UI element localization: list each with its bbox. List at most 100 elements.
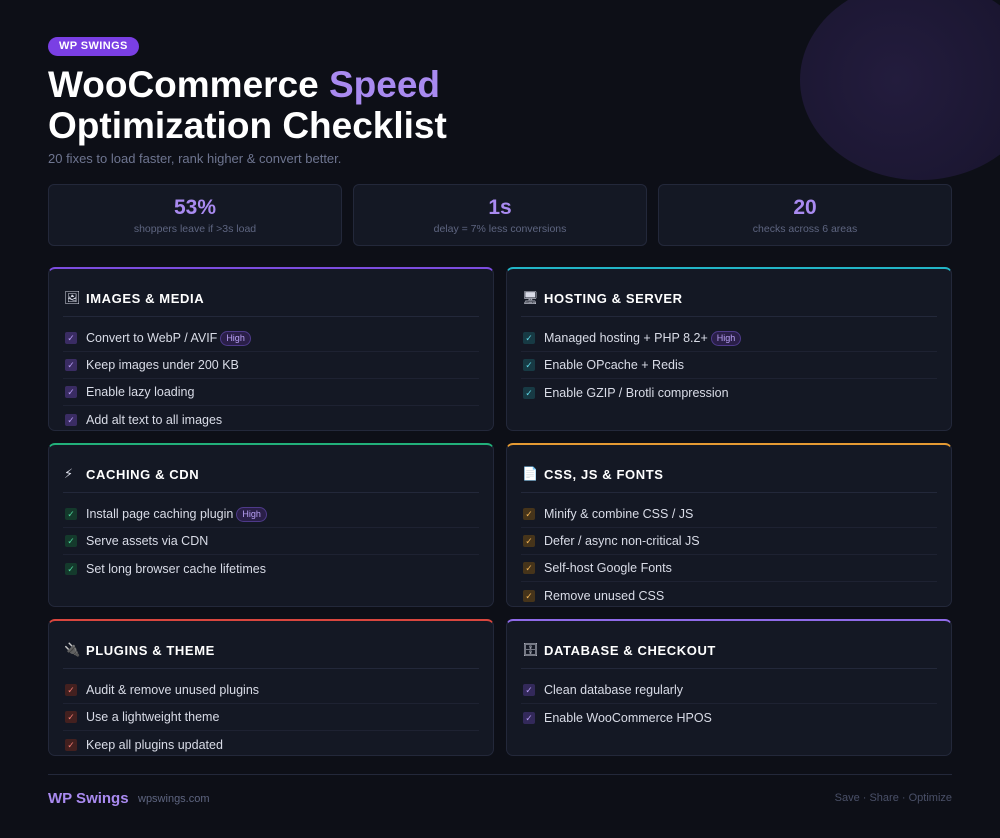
file-icon: 📄: [522, 466, 539, 481]
plug-icon: 🔌: [64, 642, 81, 657]
checklist-item: ✓ Keep all plugins updated: [63, 731, 479, 758]
checklist-item-text: Audit & remove unused plugins: [86, 683, 260, 697]
checklist-item: ✓ Minify & combine CSS / JS: [521, 501, 937, 528]
checkmark-icon: ✓: [65, 359, 77, 371]
checkmark-icon: ✓: [523, 711, 535, 724]
checklist-item-text: Install page caching plugin: [86, 507, 234, 521]
section-card: 🔌 PLUGINS & THEME ✓ Audit & remove unused p…: [48, 619, 494, 756]
checkmark-icon: ✓: [65, 508, 77, 520]
checklist-item-text: Remove unused CSS: [544, 588, 665, 603]
checklist-item: ✓ Set long browser cache lifetimes: [63, 555, 479, 582]
checklist-item: ✓ Managed hosting + PHP 8.2+ High: [521, 325, 937, 352]
checklist: ✓ Minify & combine CSS / JS ✓ Defer / async…: [521, 501, 937, 609]
checklist-item: ✓ Clean database regularly: [521, 677, 937, 704]
section-title: DATABASE & CHECKOUT: [544, 642, 716, 658]
checklist-item-text: Convert to WebP / AVIF: [86, 331, 218, 345]
stat-card: 20 checks across 6 areas: [658, 184, 952, 246]
footer-tagline: Save · Share · Optimize: [834, 792, 952, 804]
decorative-circle: [800, 0, 1000, 180]
checklist-item: ✓ Audit & remove unused plugins: [63, 677, 479, 704]
checkmark-icon: ✓: [523, 562, 535, 574]
section-title: IMAGES & MEDIA: [86, 290, 205, 306]
page-title: WooCommerce Speed Optimization Checklist: [48, 64, 447, 146]
checklist-item-text: Set long browser cache lifetimes: [86, 561, 266, 576]
checklist-item-text: Self-host Google Fonts: [544, 561, 672, 575]
checklist: ✓ Install page caching plugin High ✓ Serve a…: [63, 501, 479, 582]
stat-value: 20: [793, 195, 817, 219]
priority-badge: High: [710, 330, 742, 346]
checklist-item-text: Enable WooCommerce HPOS: [544, 710, 712, 725]
title-main: WooCommerce: [48, 64, 329, 105]
checkmark-icon: ✓: [523, 359, 535, 371]
checklist-item: ✓ Use a lightweight theme: [63, 704, 479, 731]
checkmark-icon: ✓: [65, 535, 77, 547]
checklist-item: ✓ Self-host Google Fonts: [521, 555, 937, 582]
checkmark-icon: ✓: [65, 386, 77, 398]
stat-label: checks across 6 areas: [752, 222, 858, 235]
checklist-item: ✓ Enable OPcache + Redis: [521, 352, 937, 379]
checkmark-icon: ✓: [65, 332, 77, 344]
checkmark-icon: ✓: [65, 413, 77, 426]
checklist-item: ✓ Install page caching plugin High: [63, 501, 479, 528]
title-accent: Speed: [329, 64, 441, 105]
section-header: 🖼 IMAGES & MEDIA: [63, 280, 479, 317]
checklist-item: ✓ Serve assets via CDN: [63, 528, 479, 555]
checkmark-icon: ✓: [523, 386, 535, 399]
checkmark-icon: ✓: [65, 738, 77, 751]
footer-site: wpswings.com: [138, 793, 210, 805]
database-icon: 🗄: [522, 642, 539, 657]
lightning-icon: ⚡: [64, 466, 74, 481]
stat-card: 1s delay = 7% less conversions: [353, 184, 647, 246]
section-card: ⚡ CACHING & CDN ✓ Install page caching plug…: [48, 443, 494, 607]
checklist-item: ✓ Convert to WebP / AVIF High: [63, 325, 479, 352]
checkmark-icon: ✓: [65, 562, 77, 575]
section-header: 🗄 DATABASE & CHECKOUT: [521, 632, 937, 669]
stat-value: 53%: [173, 195, 217, 219]
footer-brand: WP Swings: [48, 790, 129, 807]
checklist-item: ✓ Keep images under 200 KB: [63, 352, 479, 379]
priority-badge: High: [236, 506, 267, 522]
checkmark-icon: ✓: [523, 332, 535, 344]
checklist-item: ✓ Remove unused CSS: [521, 582, 937, 609]
checklist-item-text: Managed hosting + PHP 8.2+: [544, 331, 708, 345]
checklist-item-text: Use a lightweight theme: [86, 710, 220, 724]
checkmark-icon: ✓: [523, 535, 535, 547]
brand-badge: WP SWINGS: [48, 37, 139, 56]
checklist: ✓ Audit & remove unused plugins ✓ Use a lig…: [63, 677, 479, 758]
checklist: ✓ Clean database regularly ✓ Enable WooComm…: [521, 677, 937, 731]
stats-row: 53% shoppers leave if >3s load 1s delay …: [48, 184, 952, 246]
section-card: 🖼 IMAGES & MEDIA ✓ Convert to WebP / AVIF Hi…: [48, 267, 494, 431]
checklist-item-text: Keep images under 200 KB: [86, 358, 239, 372]
checklist-item-text: Clean database regularly: [544, 683, 683, 697]
section-title: PLUGINS & THEME: [86, 642, 215, 658]
checklist: ✓ Managed hosting + PHP 8.2+ High ✓ Enable O…: [521, 325, 937, 406]
section-header: 🖥 HOSTING & SERVER: [521, 280, 937, 317]
checklist-item: ✓ Defer / async non-critical JS: [521, 528, 937, 555]
section-header: 📄 CSS, JS & FONTS: [521, 456, 937, 493]
checklist-item: ✓ Add alt text to all images: [63, 406, 479, 433]
checklist-item-text: Enable lazy loading: [86, 385, 195, 399]
stat-label: shoppers leave if >3s load: [133, 222, 257, 235]
stat-label: delay = 7% less conversions: [433, 222, 567, 235]
checkmark-icon: ✓: [65, 684, 77, 696]
checklist-item-text: Keep all plugins updated: [86, 737, 223, 752]
checklist-item-text: Defer / async non-critical JS: [544, 534, 700, 548]
image-icon: 🖼: [64, 290, 81, 305]
checkmark-icon: ✓: [65, 711, 77, 723]
section-title: CSS, JS & FONTS: [544, 466, 664, 482]
checklist: ✓ Convert to WebP / AVIF High ✓ Keep images …: [63, 325, 479, 433]
page-subtitle: 20 fixes to load faster, rank higher & c…: [48, 151, 342, 166]
checkmark-icon: ✓: [523, 684, 535, 696]
checklist-item-text: Serve assets via CDN: [86, 534, 209, 548]
server-icon: 🖥: [522, 290, 539, 305]
footer-divider: [48, 774, 952, 775]
checklist-item-text: Minify & combine CSS / JS: [544, 507, 694, 521]
section-card: 📄 CSS, JS & FONTS ✓ Minify & combine CSS / …: [506, 443, 952, 607]
checklist-item-text: Enable GZIP / Brotli compression: [544, 385, 729, 400]
checkmark-icon: ✓: [523, 508, 535, 520]
checklist-item-text: Add alt text to all images: [86, 412, 223, 427]
checklist-item: ✓ Enable GZIP / Brotli compression: [521, 379, 937, 406]
section-title: HOSTING & SERVER: [544, 290, 683, 306]
checklist-item-text: Enable OPcache + Redis: [544, 358, 685, 372]
